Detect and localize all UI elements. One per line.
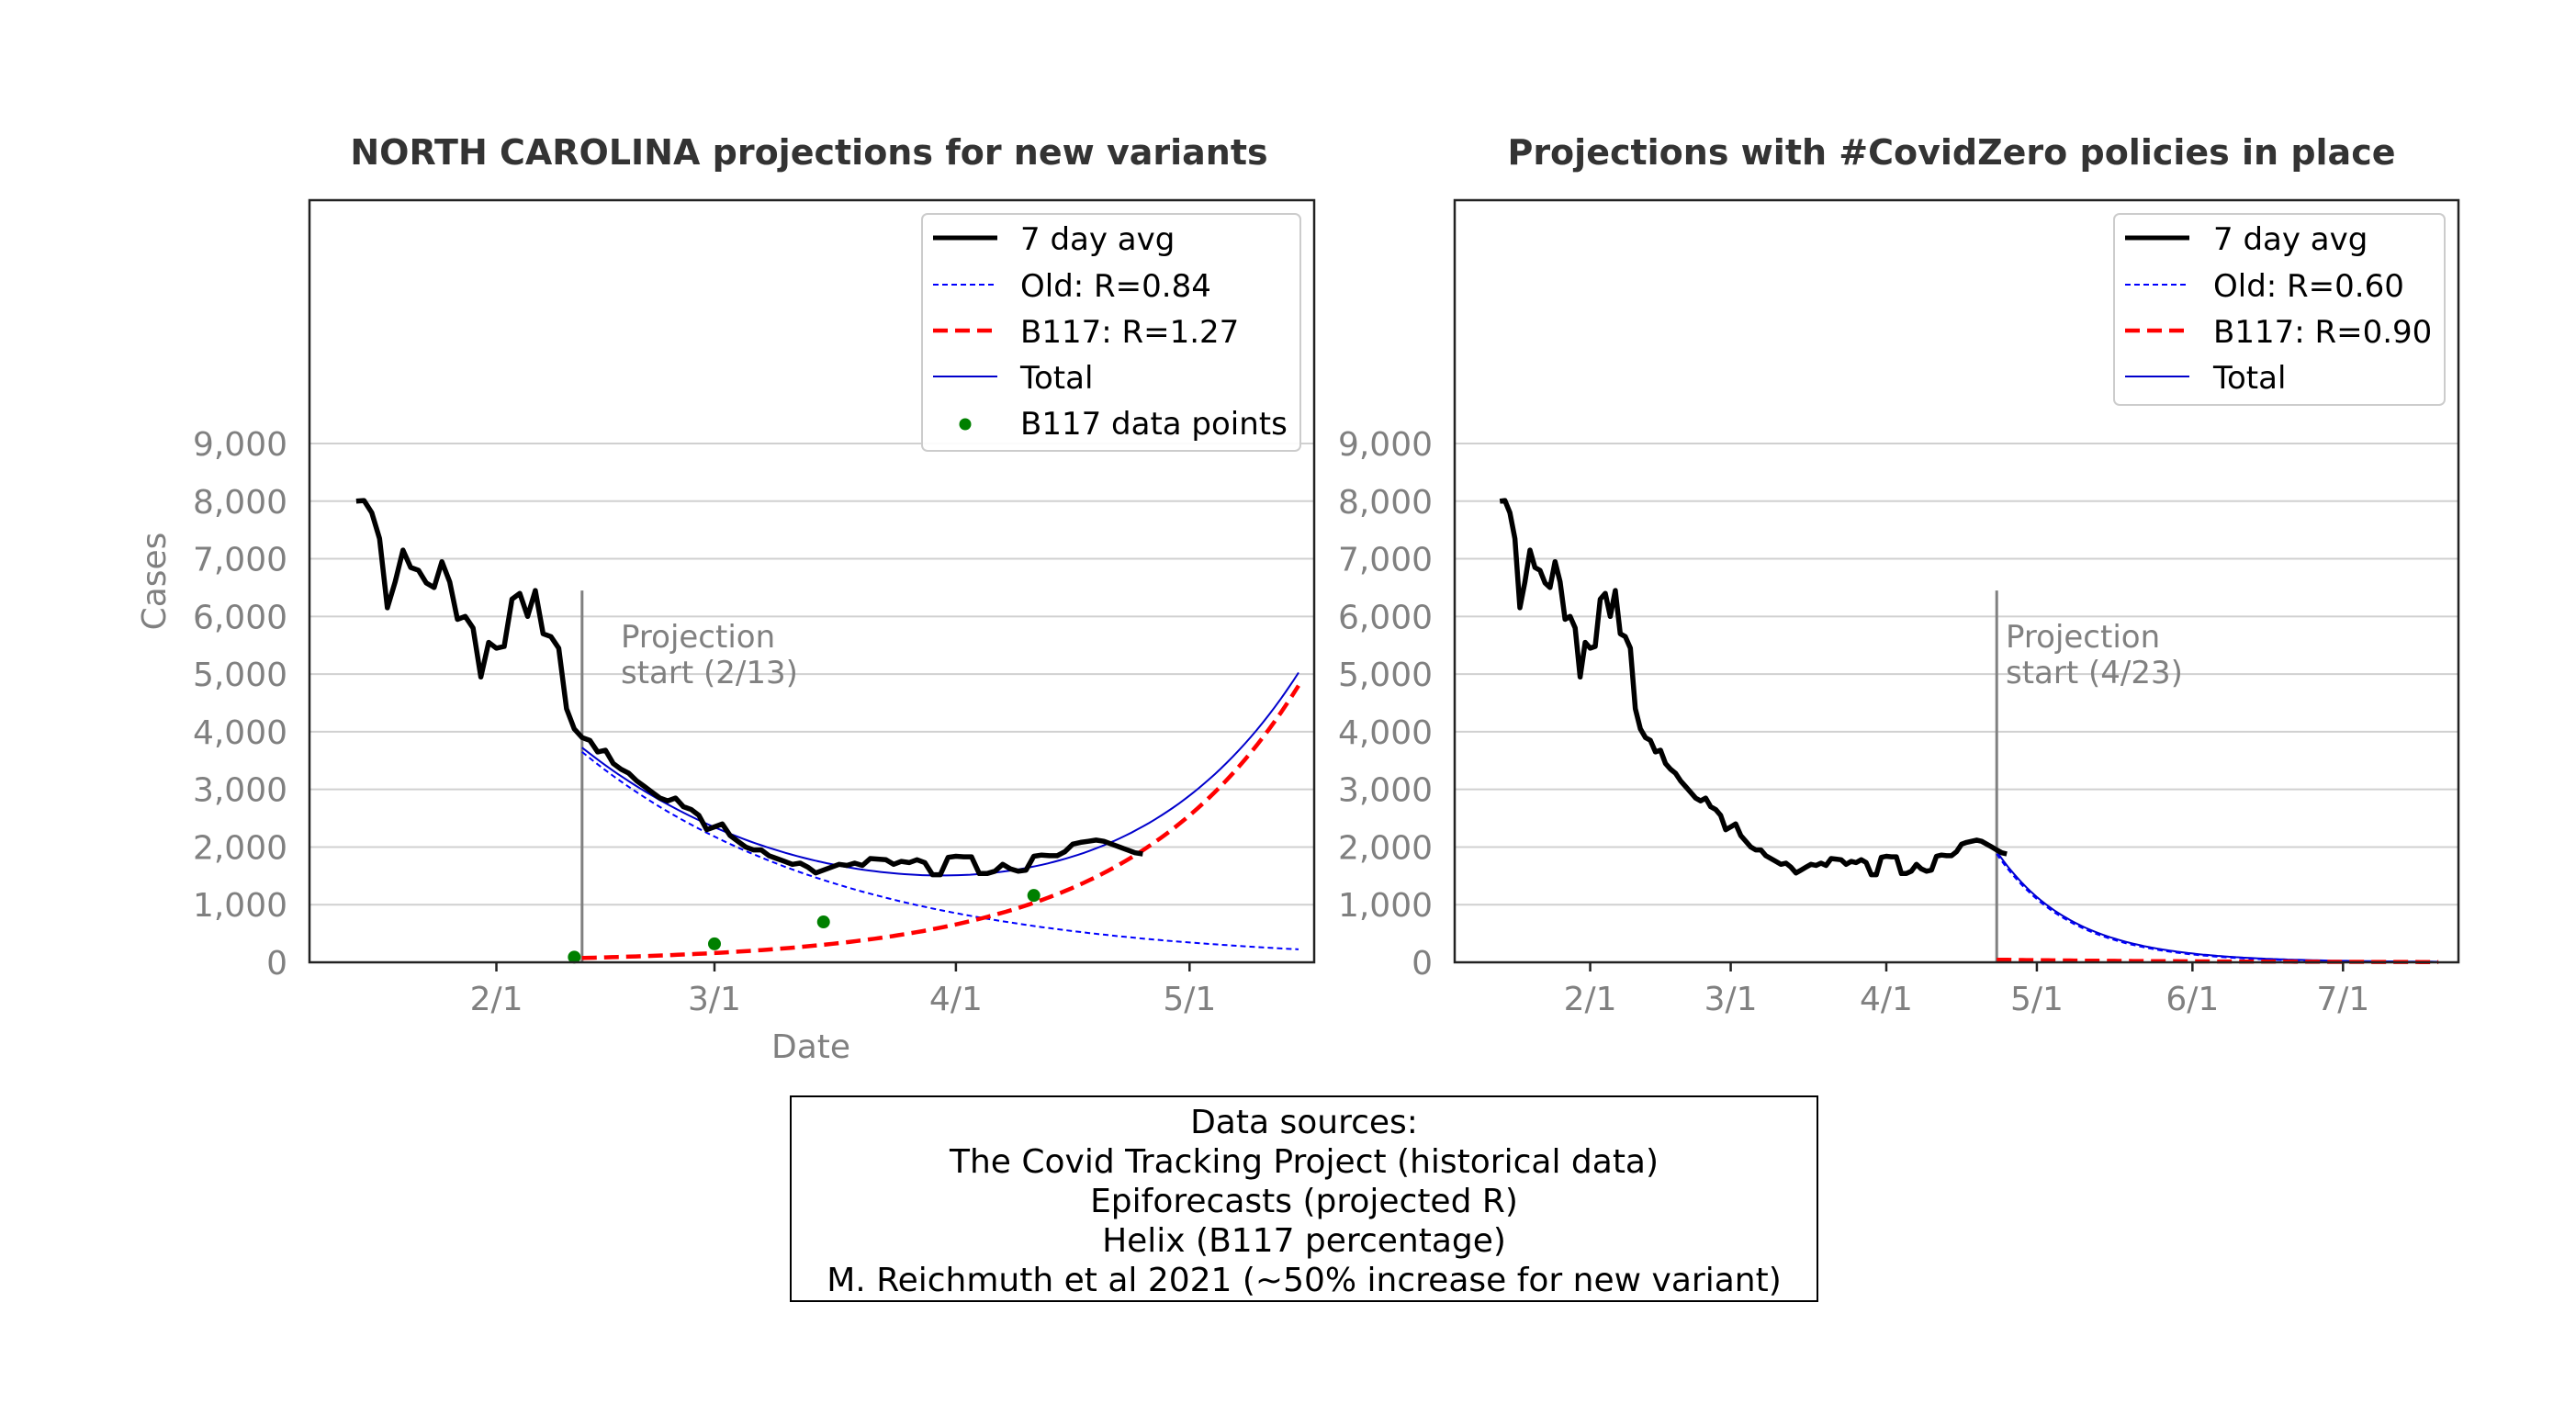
chart-left-x-axis-label: Date	[771, 1028, 850, 1066]
legend-left-total-label: Total	[1019, 360, 1093, 397]
b117-data-point	[1027, 889, 1041, 903]
chart-right-projection-label-line1: Projection	[2006, 619, 2160, 656]
right-seven-day-avg-line	[1499, 498, 2008, 878]
chart-left-projection-label-line2: start (2/13)	[621, 655, 798, 691]
y-tick-label: 0	[1412, 945, 1433, 983]
legend-left-old-label: Old: R=0.84	[1020, 268, 1211, 305]
x-tick-label: 3/1	[1704, 981, 1758, 1018]
y-tick-label: 7,000	[1338, 542, 1433, 579]
b117-data-point	[568, 950, 581, 964]
y-tick-label: 8,000	[1338, 484, 1433, 522]
chart-left-legend: 7 day avg Old: R=0.84 B117: R=1.27 Total…	[921, 213, 1301, 452]
x-tick-label: 2/1	[1564, 981, 1617, 1018]
x-tick-label: 6/1	[2165, 981, 2219, 1018]
legend-left-avg-label: 7 day avg	[1020, 221, 1175, 258]
chart-right: Projections with #CovidZero policies in …	[1338, 132, 2460, 1018]
x-tick-label: 2/1	[470, 981, 523, 1018]
y-tick-label: 4,000	[1338, 714, 1433, 752]
legend-left-points-swatch	[959, 418, 972, 431]
y-tick-label: 4,000	[193, 714, 287, 752]
chart-right-projection-label-line2: start (4/23)	[2006, 655, 2183, 691]
left-total-line	[581, 671, 1299, 877]
data-sources-box: Data sources: The Covid Tracking Project…	[790, 1095, 1818, 1302]
chart-left-marks	[355, 498, 1300, 964]
left-seven-day-avg-line	[355, 498, 1143, 878]
chart-left: NORTH CAROLINA projections for new varia…	[136, 132, 1316, 1066]
chart-right-frame	[1453, 198, 2460, 964]
y-tick-label: 9,000	[193, 426, 287, 464]
x-tick-label: 5/1	[2010, 981, 2064, 1018]
y-tick-label: 2,000	[1338, 829, 1433, 867]
y-tick-label: 6,000	[193, 599, 287, 636]
y-tick-label: 3,000	[1338, 772, 1433, 810]
y-tick-label: 2,000	[193, 829, 287, 867]
right-total-line	[1996, 850, 2439, 963]
y-tick-label: 5,000	[193, 657, 287, 694]
x-tick-label: 4/1	[1860, 981, 1913, 1018]
chart-right-y-ticks: 0 1,000 2,000 3,000 4,000 5,000 6,000 7,000 8,00…	[1338, 426, 1433, 983]
chart-left-y-axis-label: Cases	[136, 533, 174, 631]
source-helix: Helix (B117 percentage)	[1102, 1222, 1506, 1260]
y-tick-label: 5,000	[1338, 657, 1433, 694]
chart-left-gridlines	[309, 443, 1314, 906]
y-tick-label: 9,000	[1338, 426, 1433, 464]
y-tick-label: 3,000	[193, 772, 287, 810]
legend-left-b117-label: B117: R=1.27	[1020, 314, 1239, 351]
legend-right-b117-label: B117: R=0.90	[2213, 314, 2432, 351]
y-tick-label: 1,000	[1338, 887, 1433, 925]
source-reichmuth: M. Reichmuth et al 2021 (~50% increase f…	[827, 1262, 1782, 1299]
chart-right-x-ticks: 2/1 3/1 4/1 5/1 6/1 7/1	[1564, 962, 2369, 1018]
source-epiforecasts: Epiforecasts (projected R)	[1090, 1183, 1518, 1220]
y-tick-label: 7,000	[193, 542, 287, 579]
legend-right-avg-label: 7 day avg	[2213, 221, 2368, 258]
b117-data-point	[707, 937, 721, 950]
y-tick-label: 0	[266, 945, 287, 983]
x-tick-label: 5/1	[1163, 981, 1216, 1018]
left-b117-line	[581, 684, 1300, 960]
left-old-variant-line	[581, 751, 1299, 950]
legend-left-points-label: B117 data points	[1020, 406, 1288, 443]
chart-right-gridlines	[1455, 443, 2458, 906]
chart-left-frame	[308, 198, 1316, 964]
x-tick-label: 7/1	[2316, 981, 2369, 1018]
y-tick-label: 8,000	[193, 484, 287, 522]
legend-right-old-label: Old: R=0.60	[2213, 268, 2404, 305]
chart-right-legend: 7 day avg Old: R=0.60 B117: R=0.90 Total	[2113, 213, 2446, 406]
y-tick-label: 6,000	[1338, 599, 1433, 636]
chart-left-legend-box	[921, 213, 1301, 452]
chart-left-projection-label-line1: Projection	[621, 619, 775, 656]
y-tick-label: 1,000	[193, 887, 287, 925]
x-tick-label: 4/1	[929, 981, 983, 1018]
chart-left-y-ticks: 0 1,000 2,000 3,000 4,000 5,000 6,000 7,000 8,00…	[193, 426, 287, 983]
source-covid-tracking: The Covid Tracking Project (historical d…	[949, 1143, 1659, 1181]
chart-left-title: NORTH CAROLINA projections for new varia…	[350, 132, 1267, 173]
chart-right-legend-box	[2113, 213, 2446, 406]
chart-right-title: Projections with #CovidZero policies in …	[1507, 132, 2395, 173]
b117-data-point	[816, 915, 830, 929]
chart-left-x-ticks: 2/1 3/1 4/1 5/1	[470, 962, 1216, 1018]
legend-right-total-label: Total	[2212, 360, 2286, 397]
right-old-variant-line	[1996, 853, 2439, 963]
sources-heading: Data sources:	[1190, 1104, 1418, 1141]
x-tick-label: 3/1	[688, 981, 741, 1018]
